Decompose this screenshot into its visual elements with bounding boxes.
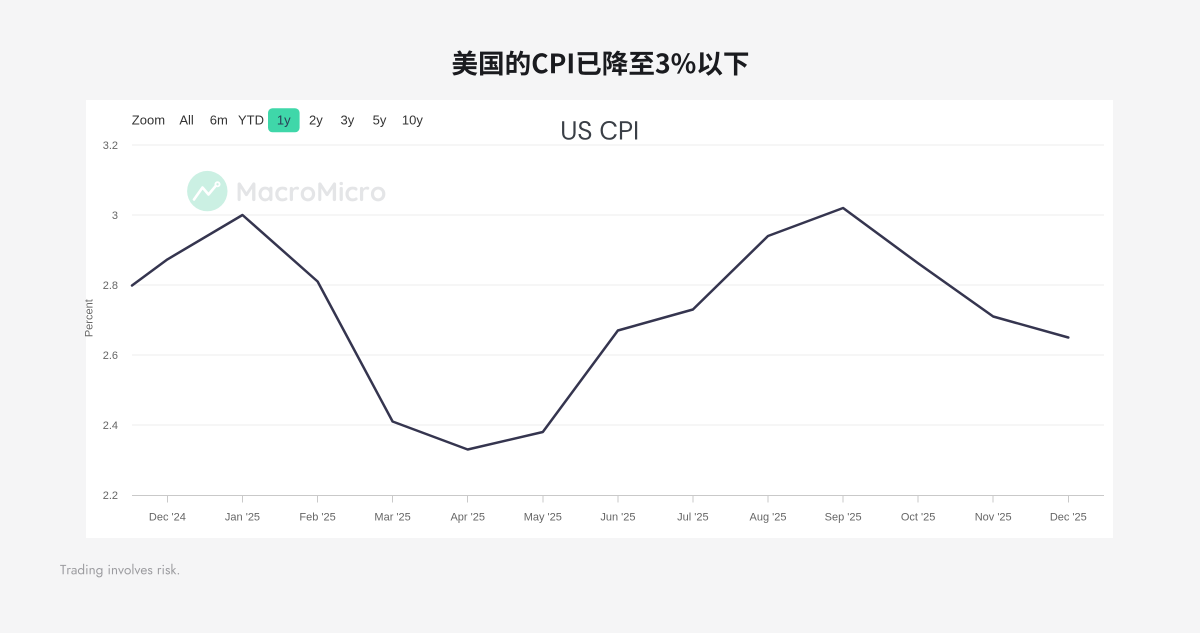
svg-text:May '25: May '25 [524,512,562,524]
svg-text:Zoom: Zoom [132,113,165,128]
svg-text:YTD: YTD [238,113,264,128]
svg-text:Jun '25: Jun '25 [600,512,635,524]
svg-text:3: 3 [112,210,118,222]
svg-text:10y: 10y [402,113,423,128]
svg-text:All: All [179,113,194,128]
svg-text:2.4: 2.4 [103,420,118,432]
svg-text:6m: 6m [210,113,228,128]
svg-text:Aug '25: Aug '25 [750,512,787,524]
svg-text:Dec '25: Dec '25 [1050,512,1087,524]
svg-text:3.2: 3.2 [103,140,118,152]
svg-text:3y: 3y [341,113,355,128]
svg-text:Feb '25: Feb '25 [299,512,335,524]
svg-text:Percent: Percent [84,299,96,337]
svg-text:2.2: 2.2 [103,490,118,502]
svg-text:2y: 2y [309,113,323,128]
svg-text:Nov '25: Nov '25 [975,512,1012,524]
svg-text:2.6: 2.6 [103,350,118,362]
svg-text:Mar '25: Mar '25 [374,512,410,524]
svg-text:Sep '25: Sep '25 [825,512,862,524]
svg-text:Jul '25: Jul '25 [677,512,708,524]
svg-text:5y: 5y [373,113,387,128]
svg-text:Oct '25: Oct '25 [901,512,936,524]
svg-text:1y: 1y [277,113,291,128]
svg-text:2.8: 2.8 [103,280,118,292]
svg-text:Dec '24: Dec '24 [149,512,186,524]
svg-text:Apr '25: Apr '25 [450,512,485,524]
svg-text:Jan '25: Jan '25 [225,512,260,524]
